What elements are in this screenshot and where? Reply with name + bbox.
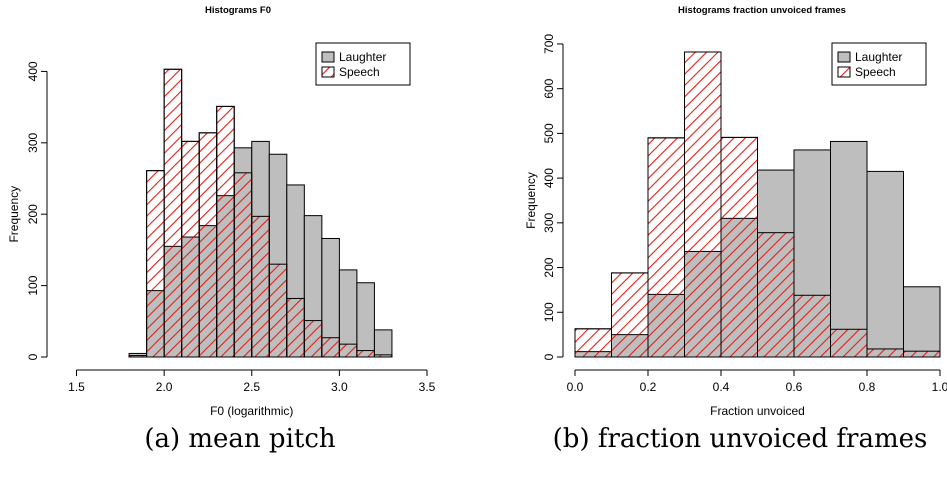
speech-overlap-hatch bbox=[321, 337, 340, 357]
speech-bar-outline bbox=[903, 350, 941, 358]
speech-overlap-hatch bbox=[867, 348, 904, 357]
legend-swatch-speech bbox=[837, 66, 851, 78]
legend-box bbox=[831, 42, 927, 86]
chart-f0: Histograms F0 1.5 2.0 2.5 3.0 3.5 F0 (logarith… bbox=[7, 5, 436, 418]
x-tick-label: 0.4 bbox=[713, 380, 730, 394]
legend-label-speech: Speech bbox=[855, 65, 896, 79]
legend-label-laughter: Laughter bbox=[339, 50, 386, 64]
y-axis-label: Frequency bbox=[7, 186, 21, 243]
x-tick-label: 3.0 bbox=[331, 380, 348, 394]
x-axis-label: Fraction unvoiced bbox=[710, 404, 805, 418]
laughter-bar bbox=[903, 286, 941, 358]
chart-title: Histograms F0 bbox=[205, 5, 271, 16]
legend-swatch-laughter bbox=[321, 51, 335, 63]
y-tick-label: 0 bbox=[26, 353, 40, 360]
y-tick-label: 300 bbox=[26, 132, 40, 152]
x-tick-label: 1.5 bbox=[68, 380, 85, 394]
y-tick-label: 200 bbox=[542, 257, 556, 277]
x-tick-label: 2.0 bbox=[156, 380, 173, 394]
y-tick-label: 0 bbox=[542, 353, 556, 360]
speech-overlap-hatch bbox=[757, 232, 794, 357]
speech-overlap-hatch bbox=[356, 350, 375, 357]
speech-overlap-hatch bbox=[164, 246, 182, 357]
speech-overlap-hatch bbox=[304, 320, 322, 357]
y-tick-label: 200 bbox=[26, 204, 40, 224]
speech-overlap-hatch bbox=[146, 290, 165, 357]
x-tick-label: 1.0 bbox=[932, 380, 947, 394]
speech-overlap-hatch bbox=[794, 295, 831, 357]
speech-overlap-hatch bbox=[129, 355, 147, 357]
y-tick-label: 300 bbox=[542, 213, 556, 233]
y-tick-label: 500 bbox=[542, 123, 556, 143]
caption-a: (a) mean pitch bbox=[144, 424, 336, 454]
speech-overlap-hatch bbox=[181, 237, 200, 357]
speech-bar-outline bbox=[356, 350, 375, 358]
chart-title: Histograms fraction unvoiced frames bbox=[678, 5, 846, 16]
x-tick-label: 0.0 bbox=[567, 380, 584, 394]
legend-swatch-laughter bbox=[837, 51, 851, 63]
caption-b: (b) fraction unvoiced frames bbox=[552, 424, 928, 454]
speech-overlap-hatch bbox=[830, 329, 867, 357]
legend-box bbox=[315, 42, 411, 86]
x-tick-label: 2.5 bbox=[243, 380, 260, 394]
y-tick-label: 400 bbox=[26, 61, 40, 81]
legend-swatch-speech bbox=[321, 66, 335, 78]
speech-overlap-hatch bbox=[339, 344, 357, 357]
y-tick-label: 100 bbox=[542, 302, 556, 322]
speech-overlap-hatch bbox=[286, 298, 305, 357]
x-tick-label: 0.6 bbox=[786, 380, 803, 394]
speech-overlap-hatch bbox=[903, 351, 940, 357]
y-tick-label: 100 bbox=[26, 275, 40, 295]
x-axis-label: F0 (logarithmic) bbox=[210, 404, 293, 418]
speech-overlap-hatch bbox=[216, 195, 235, 357]
speech-overlap-hatch bbox=[199, 225, 217, 357]
laughter-bar bbox=[866, 170, 904, 358]
speech-overlap-hatch bbox=[251, 216, 270, 357]
legend-label-laughter: Laughter bbox=[855, 50, 902, 64]
y-tick-label: 700 bbox=[542, 34, 556, 54]
speech-overlap-hatch bbox=[684, 251, 721, 357]
y-axis-label: Frequency bbox=[524, 172, 538, 229]
speech-bar-outline bbox=[793, 294, 831, 358]
x-tick-label: 0.8 bbox=[859, 380, 876, 394]
speech-overlap-hatch bbox=[374, 354, 392, 357]
laughter-bar bbox=[830, 140, 868, 358]
laughter-bar bbox=[373, 329, 393, 358]
speech-overlap-hatch bbox=[234, 172, 252, 357]
y-tick-label: 400 bbox=[542, 168, 556, 188]
speech-overlap-hatch bbox=[611, 334, 648, 357]
x-tick-label: 0.2 bbox=[640, 380, 657, 394]
x-tick-label: 3.5 bbox=[419, 380, 436, 394]
laughter-bar bbox=[356, 282, 375, 358]
speech-overlap-hatch bbox=[575, 351, 612, 357]
speech-bar-outline bbox=[830, 328, 868, 358]
speech-overlap-hatch bbox=[648, 294, 685, 357]
speech-overlap-hatch bbox=[721, 218, 758, 357]
speech-overlap-hatch bbox=[269, 264, 287, 357]
legend-label-speech: Speech bbox=[339, 65, 380, 79]
speech-bar-outline bbox=[373, 354, 393, 358]
chart-unvoiced: Histograms fraction unvoiced frames 0.0 0.… bbox=[524, 5, 947, 418]
y-tick-label: 600 bbox=[542, 78, 556, 98]
